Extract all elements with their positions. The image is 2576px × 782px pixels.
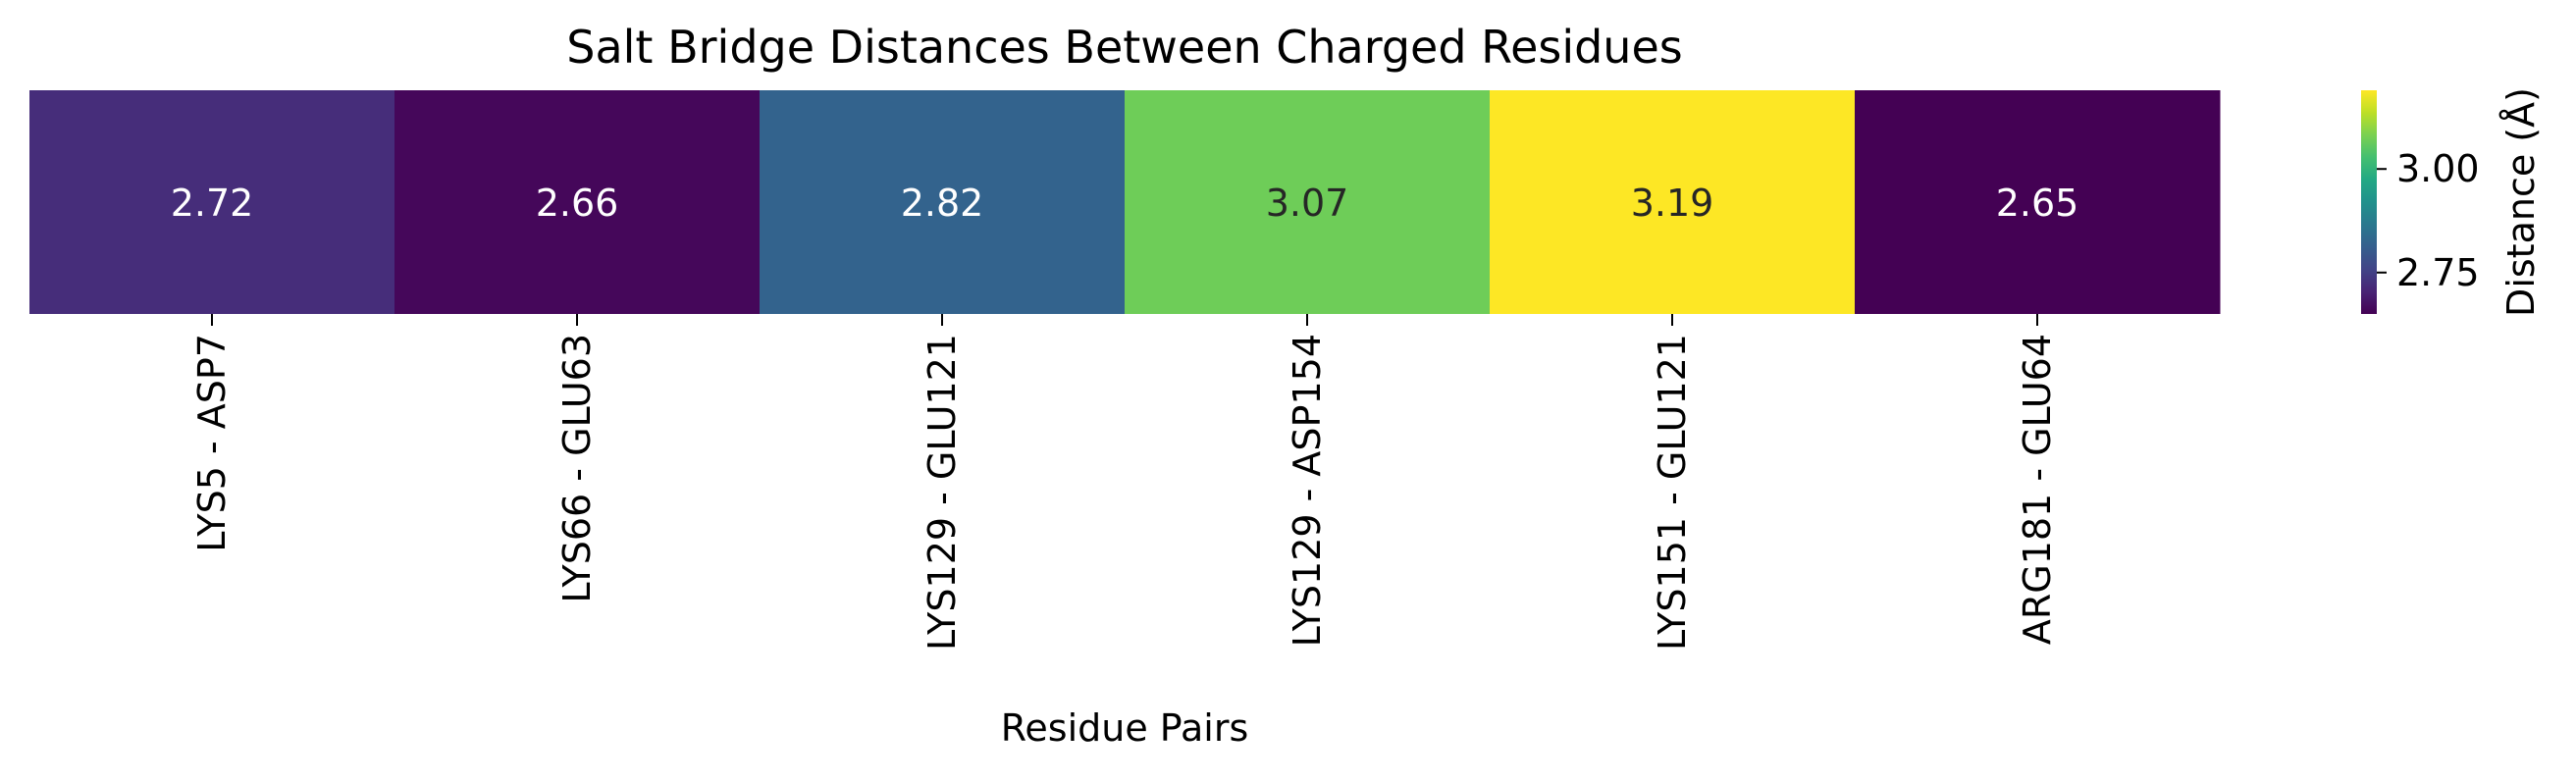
x-tick-label: LYS129 - ASP154 [1286, 334, 1329, 647]
colorbar: 2.75 3.00 Distance (Å) [2361, 87, 2543, 317]
heatmap-cell [1855, 90, 2221, 314]
x-tick-label: LYS66 - GLU63 [555, 334, 599, 603]
x-tick-label: LYS129 - GLU121 [920, 334, 964, 651]
heatmap-cell [394, 90, 761, 314]
colorbar-tick-label: 3.00 [2396, 147, 2480, 190]
heatmap-cell [1125, 90, 1491, 314]
x-tick-label: ARG181 - GLU64 [2016, 334, 2059, 645]
cell-value-label: 2.82 [901, 182, 984, 225]
heatmap-cells: 2.72 2.66 2.82 3.07 3.19 2.65 [29, 90, 2221, 314]
cell-value-label: 3.19 [1631, 182, 1714, 225]
colorbar-ticks: 2.75 3.00 [2377, 147, 2480, 294]
colorbar-gradient [2361, 90, 2377, 314]
x-tick-label: LYS151 - GLU121 [1651, 334, 1694, 651]
x-axis-ticks: LYS5 - ASP7 LYS66 - GLU63 LYS129 - GLU121 L… [190, 314, 2059, 651]
heatmap-cell [29, 90, 395, 314]
chart-title: Salt Bridge Distances Between Charged Re… [566, 21, 1682, 74]
cell-value-label: 2.72 [171, 182, 254, 225]
colorbar-label: Distance (Å) [2499, 87, 2543, 317]
heatmap-cell [760, 90, 1126, 314]
x-tick-label: LYS5 - ASP7 [190, 334, 234, 552]
x-axis-label: Residue Pairs [1001, 706, 1249, 750]
cell-value-label: 3.07 [1266, 182, 1349, 225]
colorbar-tick-label: 2.75 [2396, 251, 2480, 294]
cell-value-label: 2.65 [1996, 182, 2079, 225]
cell-value-label: 2.66 [536, 182, 619, 225]
heatmap-cell [1490, 90, 1856, 314]
